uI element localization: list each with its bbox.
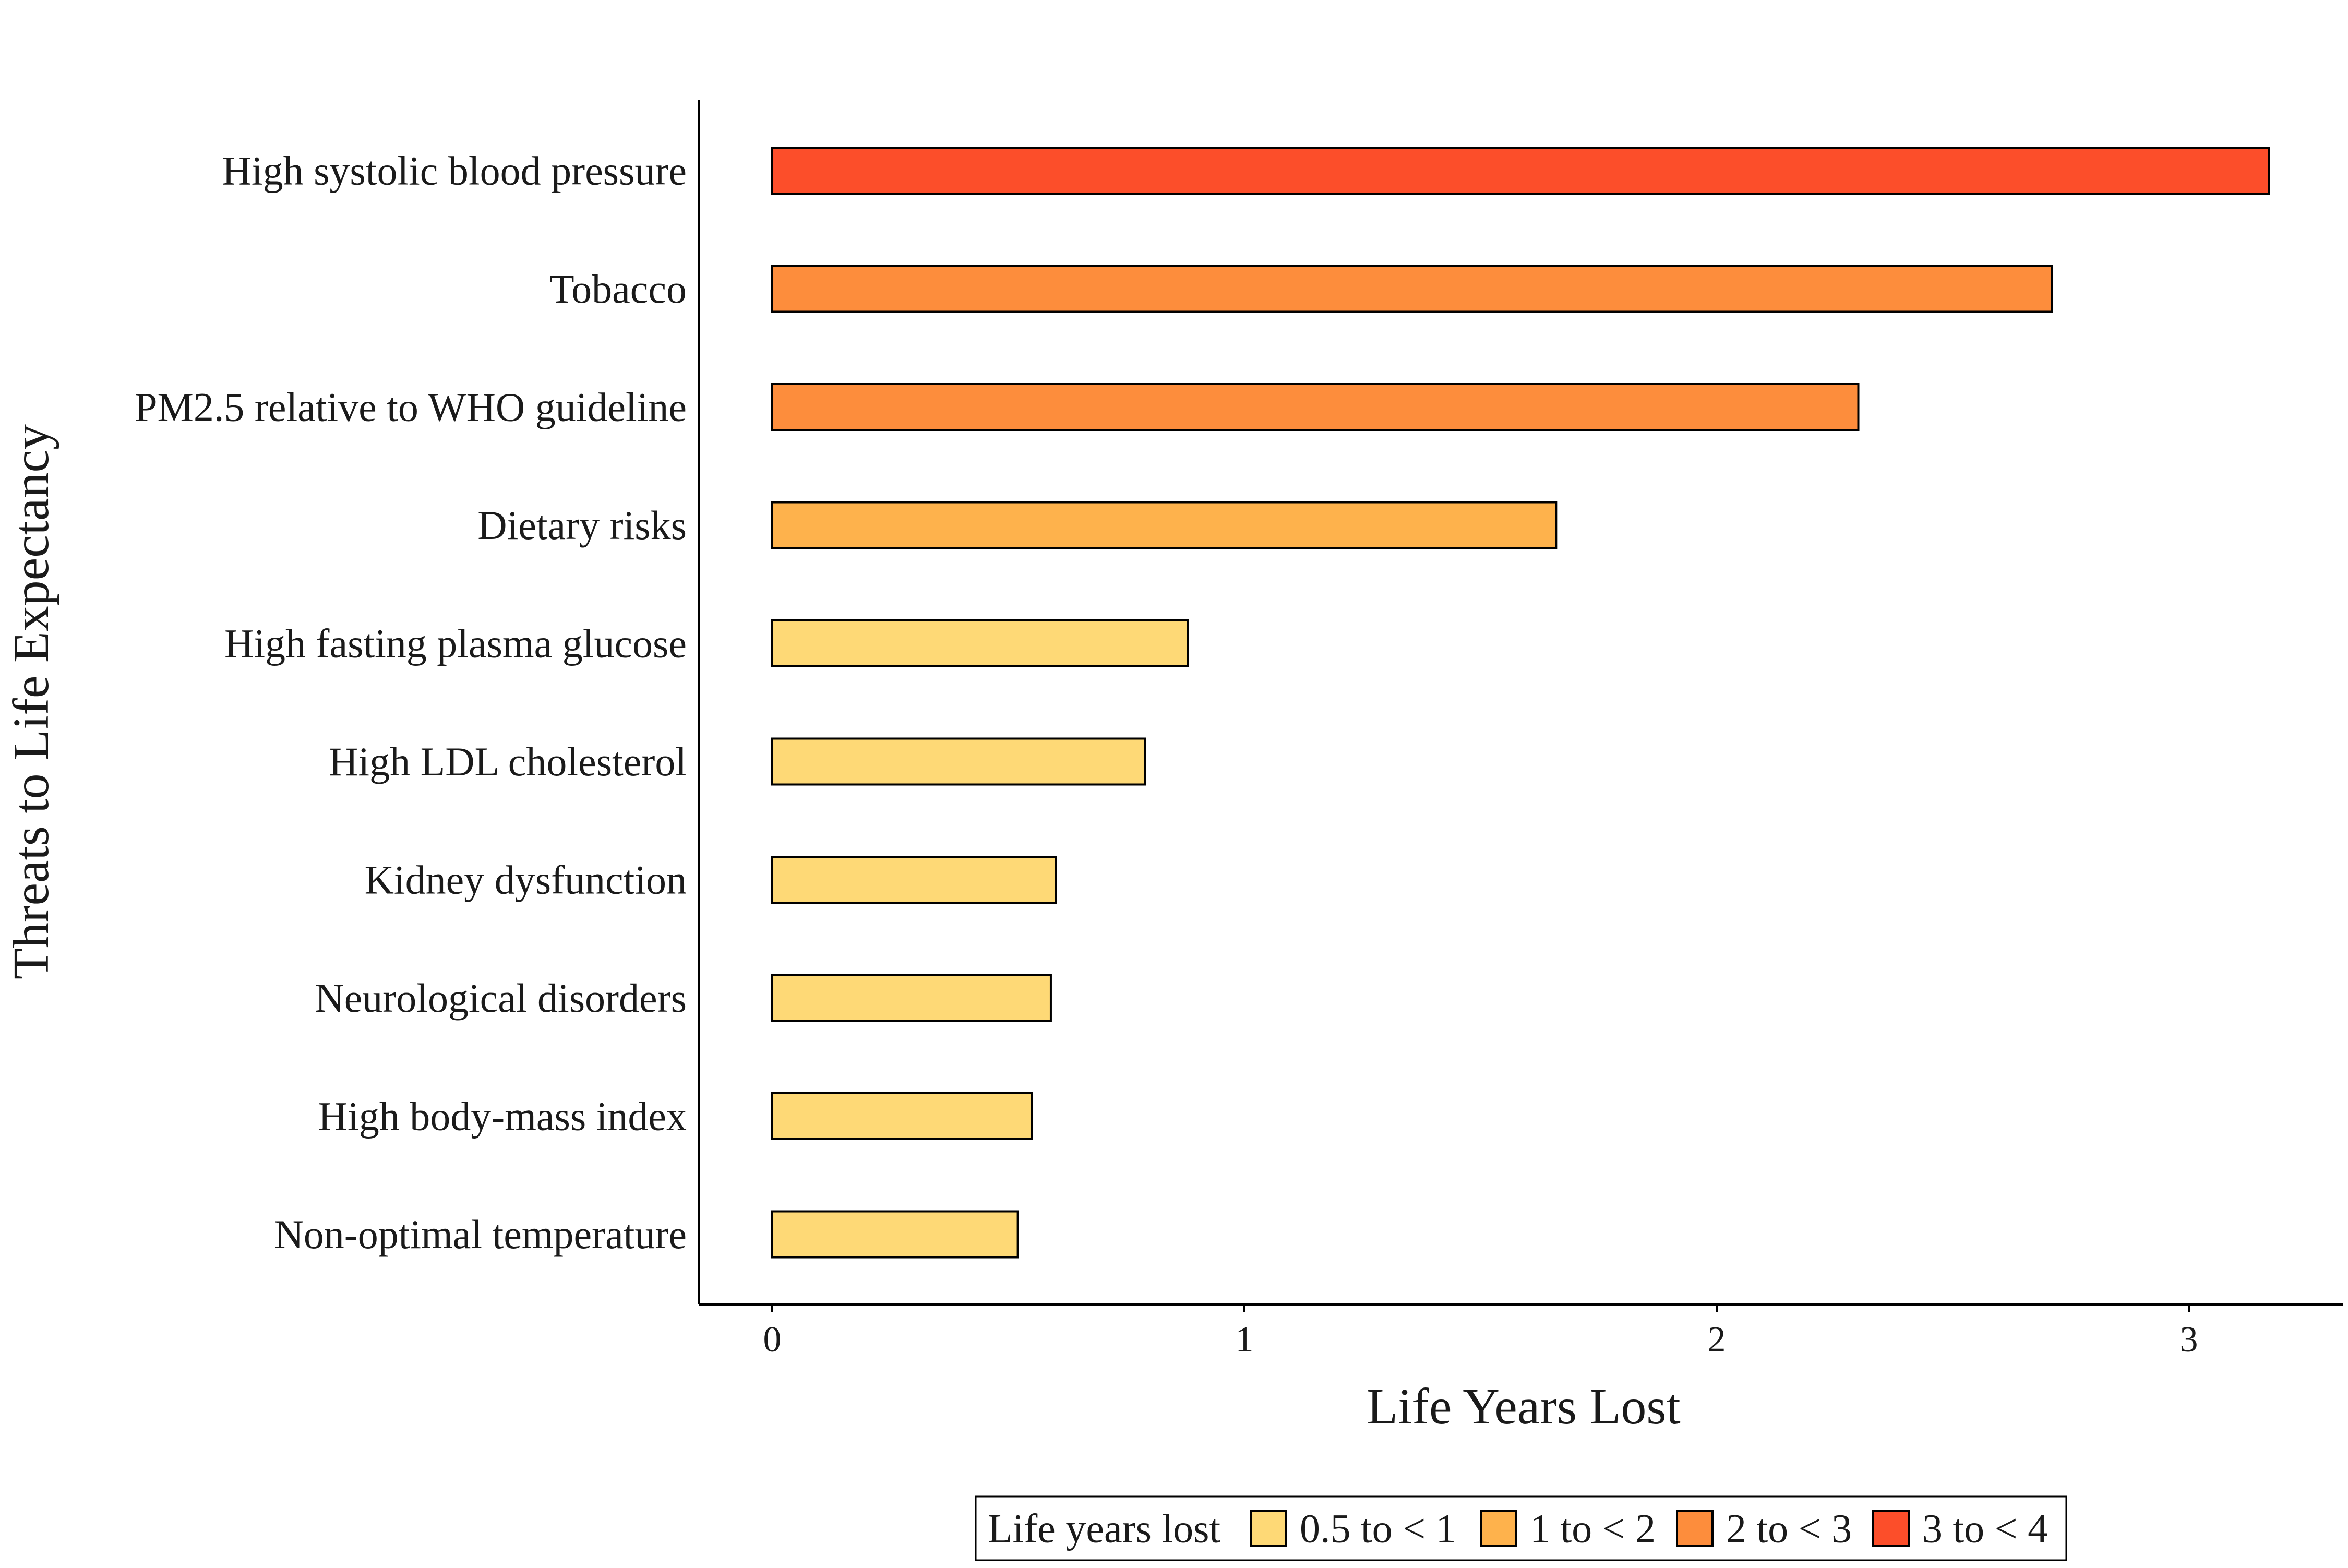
bar-1 (771, 147, 2270, 195)
legend-swatch (1872, 1510, 1910, 1547)
bar-9 (771, 1092, 1033, 1140)
legend-title: Life years lost (988, 1506, 1221, 1551)
bar-10 (771, 1210, 1019, 1259)
x-tick-label: 0 (763, 1320, 782, 1360)
y-axis-title: Threats to Life Expectancy (3, 424, 59, 979)
x-axis-title: Life Years Lost (1367, 1379, 1681, 1435)
x-tick-label: 1 (1236, 1320, 1254, 1360)
bar-5 (771, 619, 1189, 667)
category-label: High fasting plasma glucose (224, 621, 687, 666)
category-label: Non-optimal temperature (274, 1212, 687, 1257)
category-label: PM2.5 relative to WHO guideline (135, 385, 687, 430)
x-tick-label: 3 (2180, 1320, 2198, 1360)
category-label: High LDL cholesterol (329, 739, 687, 784)
x-tick-label: 2 (1708, 1320, 1726, 1360)
category-label: High systolic blood pressure (222, 148, 687, 194)
bar-6 (771, 737, 1146, 786)
category-label: Tobacco (549, 266, 687, 312)
legend-label: 0.5 to < 1 (1300, 1506, 1456, 1551)
legend-label: 1 to < 2 (1530, 1506, 1656, 1551)
legend-swatch (1480, 1510, 1517, 1547)
category-label: Neurological disorders (315, 975, 687, 1021)
labels-layer: High systolic blood pressure Tobacco PM2.5… (135, 148, 687, 1258)
legend-label: 2 to < 3 (1726, 1506, 1852, 1551)
legend-swatch (1676, 1510, 1714, 1547)
bar-4 (771, 501, 1558, 549)
bar-7 (771, 856, 1057, 904)
legend: Life years lost 0.5 to < 1 1 to < 2 2 to < … (975, 1495, 2067, 1561)
bar-3 (771, 383, 1860, 431)
bar-2 (771, 265, 2053, 313)
legend-swatch (1250, 1510, 1287, 1547)
category-label: High body-mass index (318, 1094, 687, 1139)
bar-8 (771, 974, 1052, 1022)
legend-label: 3 to < 4 (1922, 1506, 2048, 1551)
bars-layer (771, 147, 2270, 1259)
axes-layer: 0 1 2 3 (698, 100, 2343, 1360)
category-label: Kidney dysfunction (365, 857, 687, 903)
category-label: Dietary risks (477, 502, 687, 548)
